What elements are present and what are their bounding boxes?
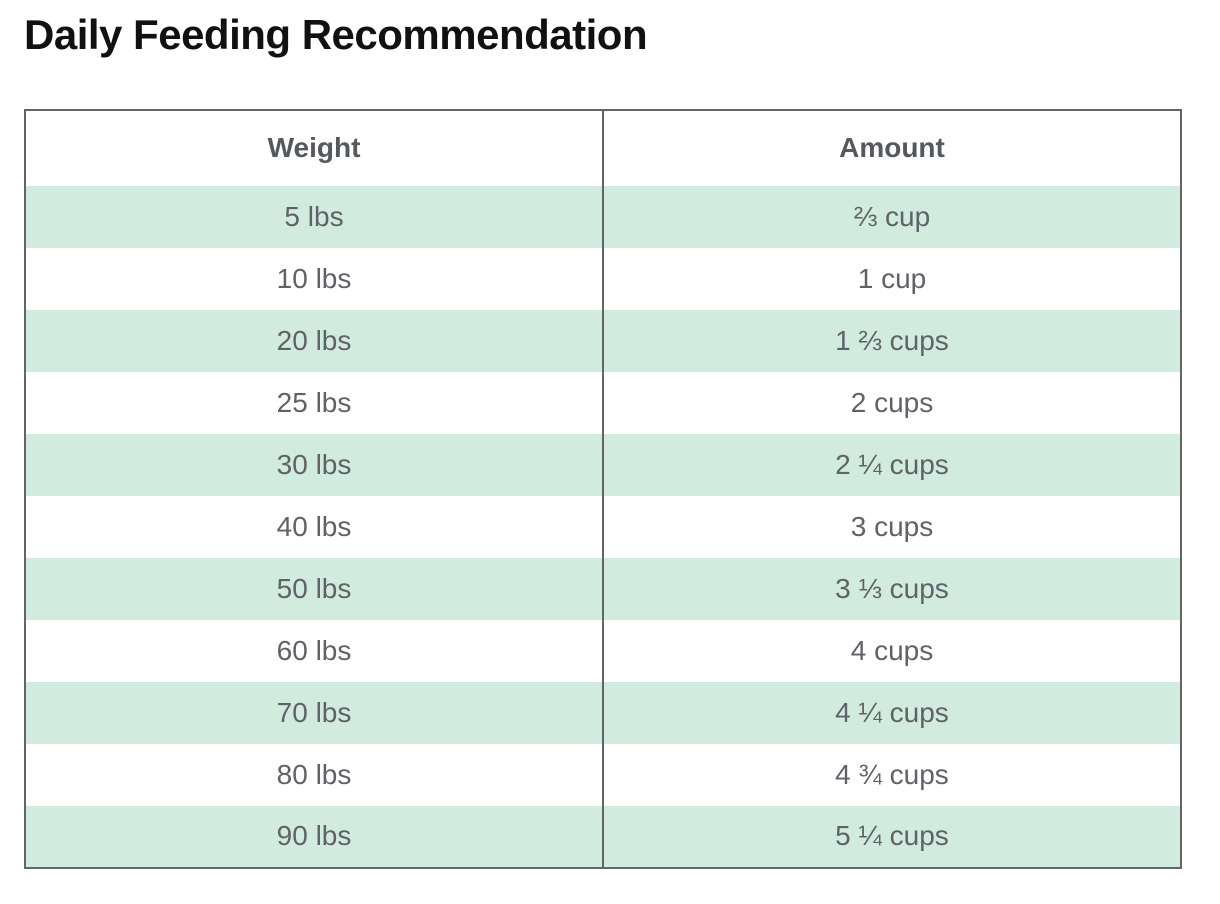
weight-cell: 50 lbs <box>276 572 352 604</box>
amount-cell: 4 ¼ cups <box>602 681 1181 744</box>
table-row: 90 lbs 5 ¼ cups <box>25 805 1181 868</box>
weight-cell: 60 lbs <box>276 634 352 666</box>
weight-cell: 40 lbs <box>276 510 352 542</box>
amount-cell: 1 cup <box>602 247 1181 310</box>
feeding-table: Weight Amount 5 lbs ⅔ cup 10 lbs 1 cup 2… <box>24 108 1182 869</box>
table-row: 20 lbs 1 ⅔ cups <box>25 309 1181 372</box>
table-row: 25 lbs 2 cups <box>25 371 1181 434</box>
table-header-row: Weight Amount <box>25 109 1181 186</box>
weight-cell: 70 lbs <box>276 696 352 728</box>
amount-cell: 4 ¾ cups <box>602 743 1181 806</box>
table-row: 50 lbs 3 ⅓ cups <box>25 557 1181 620</box>
amount-cell: 5 ¼ cups <box>602 805 1181 868</box>
weight-cell: 90 lbs <box>276 820 352 852</box>
amount-cell: 1 ⅔ cups <box>602 309 1181 372</box>
amount-cell: 2 ¼ cups <box>602 433 1181 496</box>
amount-cell: 3 ⅓ cups <box>602 557 1181 620</box>
weight-cell: 25 lbs <box>276 386 352 418</box>
table-row: 10 lbs 1 cup <box>25 247 1181 310</box>
amount-cell: 2 cups <box>602 371 1181 434</box>
weight-cell: 5 lbs <box>284 200 344 232</box>
weight-cell: 20 lbs <box>276 324 352 356</box>
page-title: Daily Feeding Recommendation <box>24 11 648 58</box>
table-row: 60 lbs 4 cups <box>25 619 1181 682</box>
amount-cell: ⅔ cup <box>602 185 1181 248</box>
weight-cell: 80 lbs <box>276 758 352 790</box>
table-row: 5 lbs ⅔ cup <box>25 185 1181 248</box>
amount-cell: 4 cups <box>602 619 1181 682</box>
amount-cell: 3 cups <box>602 495 1181 558</box>
weight-cell: 30 lbs <box>276 448 352 480</box>
weight-cell: 10 lbs <box>276 262 352 294</box>
table-row: 40 lbs 3 cups <box>25 495 1181 558</box>
table-row: 80 lbs 4 ¾ cups <box>25 743 1181 806</box>
table-header-weight: Weight <box>25 109 603 186</box>
table-row: 70 lbs 4 ¼ cups <box>25 681 1181 744</box>
table-row: 30 lbs 2 ¼ cups <box>25 433 1181 496</box>
table-header-amount: Amount <box>602 109 1181 186</box>
